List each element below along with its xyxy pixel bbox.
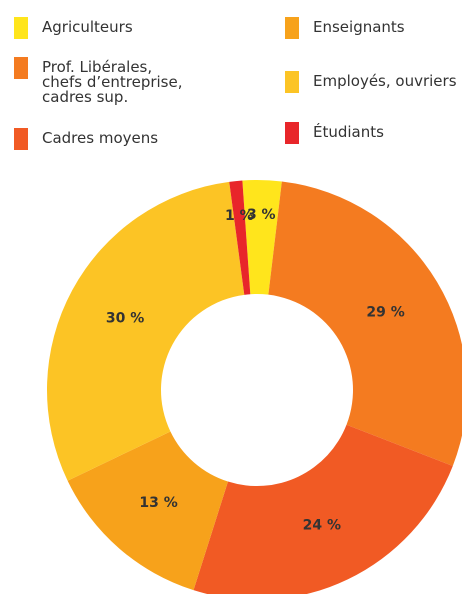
legend-swatch: [285, 17, 299, 39]
legend-label: Enseignants: [313, 18, 405, 36]
donut-slice: [67, 431, 228, 591]
legend-label: Prof. Libérales, chefs d’entreprise, cad…: [42, 58, 183, 106]
legend-item: Enseignants: [285, 17, 405, 39]
donut-slice: [193, 424, 453, 594]
data-label: 13 %: [139, 495, 177, 511]
legend-item: Employés, ouvriers: [285, 71, 457, 93]
donut-slice: [47, 181, 245, 481]
donut-slice: [229, 180, 251, 295]
legend-item: Prof. Libérales, chefs d’entreprise, cad…: [14, 57, 183, 105]
legend-label: Agriculteurs: [42, 18, 133, 36]
legend-item: Agriculteurs: [14, 17, 133, 39]
data-label: 1 %: [225, 208, 254, 224]
data-label: 29 %: [366, 305, 404, 321]
donut-slice: [268, 181, 462, 466]
legend: Agriculteurs Prof. Libérales, chefs d’ent…: [0, 0, 462, 170]
data-label: 30 %: [106, 311, 144, 327]
legend-label: Employés, ouvriers: [313, 72, 457, 90]
legend-swatch: [14, 17, 28, 39]
legend-swatch: [285, 71, 299, 93]
data-label: 24 %: [303, 517, 341, 533]
legend-item: Cadres moyens: [14, 128, 158, 150]
legend-label: Étudiants: [313, 123, 384, 141]
legend-swatch: [285, 122, 299, 144]
legend-label: Cadres moyens: [42, 129, 159, 147]
data-label: 3 %: [247, 207, 276, 223]
donut-slice: [242, 180, 282, 295]
legend-swatch: [14, 57, 28, 79]
legend-swatch: [14, 128, 28, 150]
legend-item: Étudiants: [285, 122, 384, 144]
